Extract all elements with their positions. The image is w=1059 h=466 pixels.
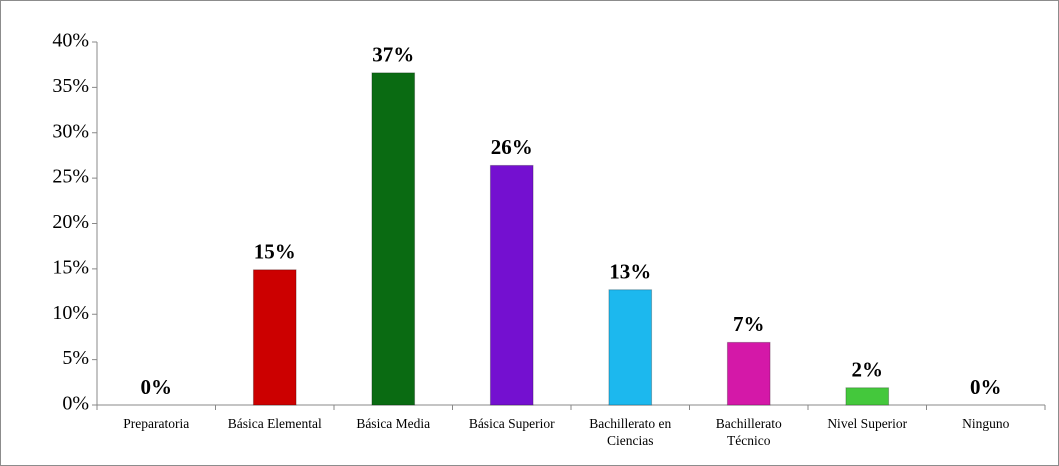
y-tick-label: 15% bbox=[52, 256, 89, 278]
value-label: 37% bbox=[372, 43, 414, 67]
x-tick-label: Bachillerato en Ciencias bbox=[589, 416, 672, 448]
bar bbox=[726, 341, 771, 406]
y-tick-label: 10% bbox=[52, 302, 89, 324]
x-tick-label: Bachillerato Técnico bbox=[715, 416, 782, 448]
bar bbox=[371, 72, 416, 406]
y-tick-label: 20% bbox=[52, 211, 89, 233]
value-label: 0% bbox=[970, 375, 1002, 399]
value-label: 13% bbox=[609, 260, 651, 284]
x-tick-label: Nivel Superior bbox=[827, 416, 908, 431]
x-tick-label: Básica Superior bbox=[468, 416, 555, 431]
value-label: 2% bbox=[852, 358, 884, 382]
y-tick-label: 30% bbox=[52, 120, 89, 142]
y-tick-label: 40% bbox=[52, 30, 89, 52]
x-tick-label: Básica Elemental bbox=[227, 416, 322, 431]
y-tick-label: 35% bbox=[52, 75, 89, 97]
value-label: 7% bbox=[733, 312, 765, 336]
bar bbox=[608, 289, 653, 406]
value-label: 26% bbox=[491, 135, 533, 159]
bar bbox=[845, 387, 890, 406]
x-tick-label: Ninguno bbox=[962, 416, 1010, 431]
x-tick-label: Básica Media bbox=[356, 416, 431, 431]
bar bbox=[489, 164, 534, 406]
value-label: 15% bbox=[254, 240, 296, 264]
bar bbox=[252, 269, 297, 406]
value-label: 0% bbox=[141, 375, 173, 399]
y-tick-label: 5% bbox=[62, 347, 89, 369]
x-tick-label: Preparatoria bbox=[123, 416, 190, 431]
y-tick-label: 0% bbox=[62, 393, 89, 415]
y-tick-label: 25% bbox=[52, 166, 89, 188]
